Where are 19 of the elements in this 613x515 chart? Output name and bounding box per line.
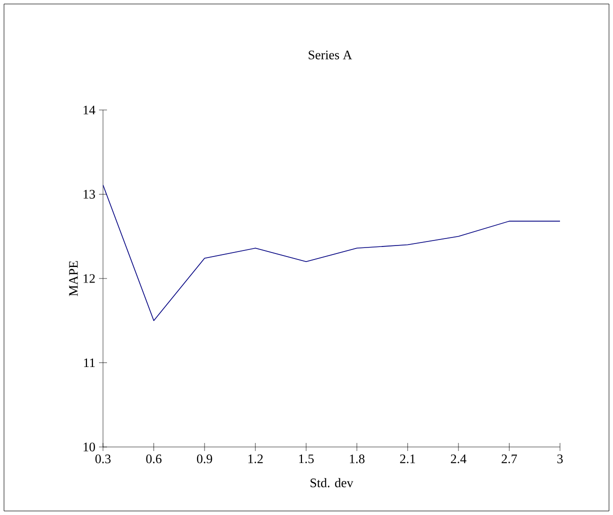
x-tick-label: 0.3 — [95, 454, 111, 464]
y-tick-label: 14 — [84, 106, 96, 114]
y-tick-label: 12 — [84, 274, 95, 283]
x-tick-label: 1.8 — [350, 454, 364, 464]
x-tick-label: 2.4 — [450, 454, 466, 464]
x-tick-label: 2.1 — [400, 454, 415, 464]
y-tick-label: 13 — [84, 190, 95, 199]
y-tick-label: 11 — [84, 358, 95, 368]
x-tick-label: 0.9 — [196, 454, 212, 464]
x-axis-title: Std. dev — [310, 478, 354, 488]
x-tick-label: 3 — [557, 454, 563, 464]
y-axis-title: MAPE — [69, 261, 78, 296]
x-tick-label: 1.2 — [248, 454, 263, 464]
x-tick-label: 0.6 — [146, 454, 162, 464]
x-tick-label: 1.5 — [299, 454, 314, 464]
x-tick-label: 2.7 — [502, 454, 517, 464]
y-tick-label: 10 — [84, 442, 95, 452]
line-series — [103, 184, 560, 322]
chart-title: Series A — [308, 50, 352, 60]
